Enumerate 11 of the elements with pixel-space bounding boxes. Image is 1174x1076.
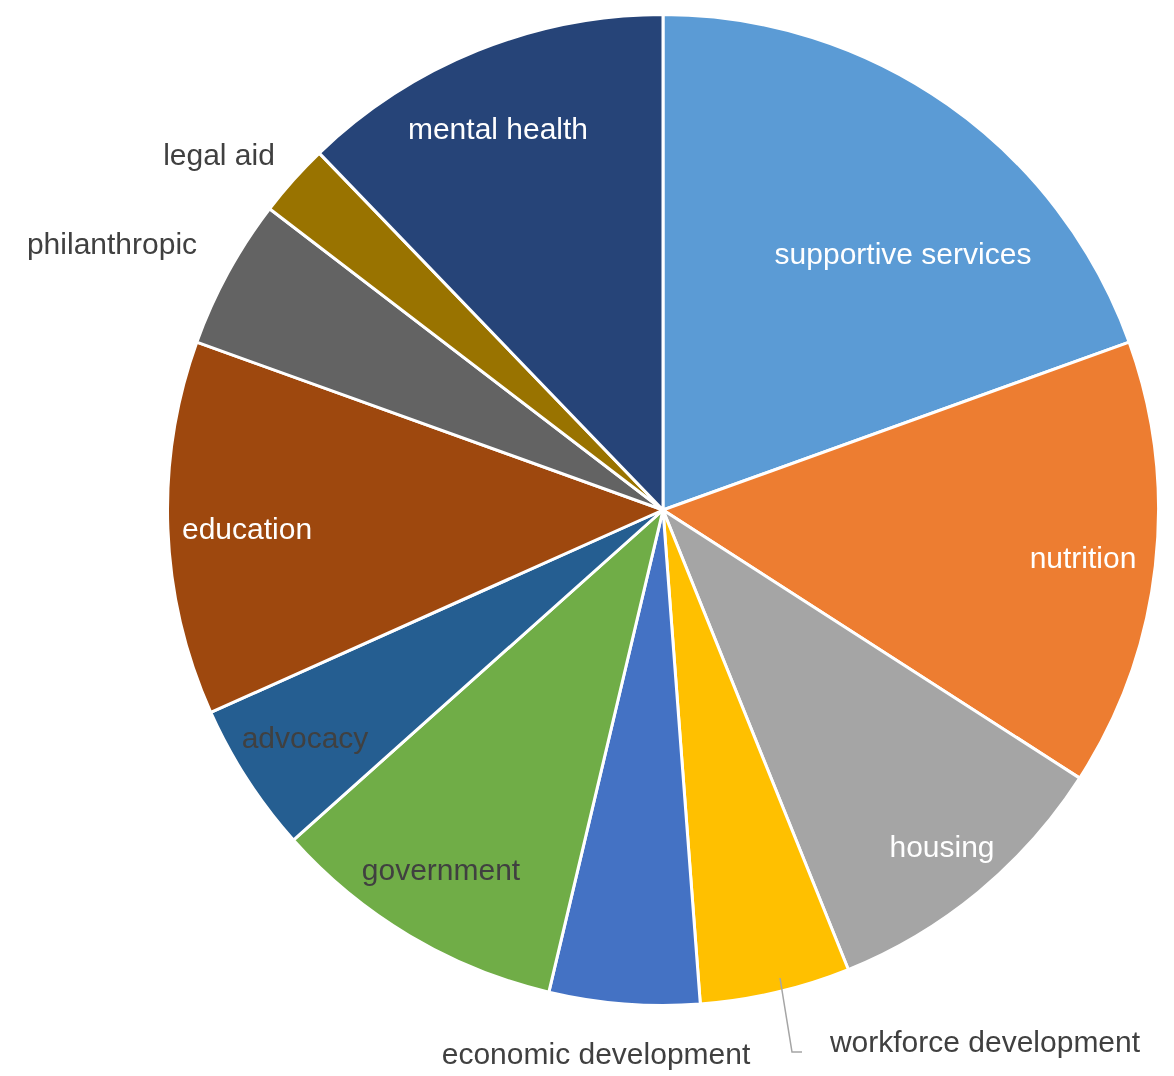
slice-label: mental health bbox=[407, 112, 589, 146]
slice-label: education bbox=[181, 512, 313, 546]
slice-label: economic development bbox=[441, 1037, 751, 1071]
slice-label: workforce development bbox=[828, 1025, 1141, 1059]
slice-label: philanthropic bbox=[26, 227, 198, 261]
slice-label: supportive services bbox=[774, 237, 1032, 271]
slice-label: legal aid bbox=[163, 138, 275, 172]
slice-label: nutrition bbox=[1029, 541, 1137, 575]
slice-label: advocacy bbox=[241, 721, 369, 755]
slice-label: government bbox=[361, 853, 521, 887]
slice-label: housing bbox=[889, 830, 995, 864]
